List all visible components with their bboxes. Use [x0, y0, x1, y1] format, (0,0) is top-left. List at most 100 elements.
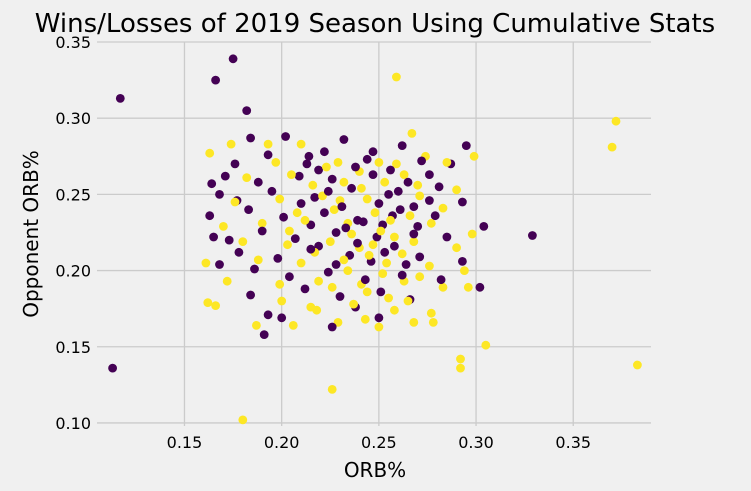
data-point-loss [250, 264, 259, 274]
data-point-loss [310, 193, 320, 202]
data-point-win [275, 279, 285, 289]
y-tick-labels: 0.10 0.15 0.20 0.25 0.30 0.35 [55, 33, 91, 433]
data-point-win [390, 305, 399, 315]
data-point-loss [386, 165, 395, 175]
data-point-win [347, 229, 356, 239]
data-point-win [426, 218, 436, 228]
data-point-loss [108, 363, 117, 373]
data-point-loss [300, 284, 310, 294]
data-point-win [257, 218, 267, 228]
data-point-win [397, 249, 407, 259]
data-point-win [364, 250, 374, 260]
data-point-win [392, 159, 401, 169]
data-point-win [438, 282, 448, 292]
data-point-loss [215, 260, 224, 269]
data-point-loss [395, 205, 405, 215]
data-point-loss [115, 94, 125, 103]
data-point-win [327, 282, 337, 292]
data-point-loss [425, 170, 434, 180]
chart-title: Wins/Losses of 2019 Season Using Cumulat… [35, 9, 715, 39]
data-point-loss [374, 199, 384, 208]
data-point-win [380, 177, 390, 187]
data-point-win [425, 261, 434, 271]
x-tick-labels: 0.15 0.20 0.25 0.30 0.35 [167, 433, 591, 452]
data-point-loss [279, 212, 288, 222]
data-point-loss [390, 241, 399, 251]
data-point-win [329, 205, 339, 215]
data-point-loss [267, 186, 277, 196]
data-point-win [205, 148, 215, 158]
data-point-win [428, 318, 438, 327]
data-point-loss [323, 267, 333, 277]
data-point-loss [263, 310, 273, 320]
data-point-win [362, 194, 372, 204]
data-point-win [378, 269, 388, 278]
data-point-win [360, 314, 370, 324]
data-point-win [390, 232, 399, 242]
data-point-win [463, 282, 473, 292]
data-point-loss [211, 75, 221, 85]
data-point-win [222, 276, 232, 286]
x-tick-label: 0.30 [458, 433, 494, 452]
data-point-loss [461, 141, 471, 151]
data-point-loss [397, 141, 407, 151]
data-point-loss [353, 238, 362, 248]
data-point-win [226, 139, 236, 149]
data-point-loss [335, 292, 345, 301]
data-point-win [314, 276, 323, 286]
data-point-loss [323, 186, 333, 196]
data-point-win [238, 415, 248, 425]
data-point-win [415, 272, 425, 282]
data-point-win [203, 298, 213, 307]
data-point-win [456, 363, 465, 373]
data-point-loss [205, 211, 215, 221]
data-point-win [339, 177, 349, 187]
data-point-win [460, 266, 469, 275]
y-tick-label: 0.25 [55, 185, 91, 204]
data-point-loss [413, 222, 423, 231]
data-point-loss [242, 106, 252, 115]
x-tick-label: 0.20 [264, 433, 300, 452]
data-point-loss [337, 202, 347, 212]
data-point-loss [360, 275, 370, 285]
data-point-loss [430, 211, 440, 221]
data-point-loss [215, 190, 224, 199]
data-point-win [409, 318, 419, 327]
data-point-loss [331, 228, 341, 237]
y-axis-title: Opponent ORB% [19, 150, 43, 318]
data-point-win [370, 208, 380, 218]
data-point-loss [253, 177, 263, 187]
data-point-win [469, 151, 479, 161]
data-point-loss [246, 133, 256, 143]
data-point-win [413, 180, 423, 190]
data-point-win [611, 116, 621, 126]
data-point-loss [528, 231, 537, 240]
data-point-win [253, 255, 263, 265]
data-point-loss [228, 54, 238, 64]
data-point-win [242, 173, 252, 183]
data-point-win [343, 266, 353, 275]
data-point-win [201, 258, 211, 268]
x-tick-label: 0.15 [167, 433, 203, 452]
data-point-win [407, 129, 417, 138]
data-point-win [426, 308, 436, 318]
data-point-loss [376, 287, 386, 297]
data-point-loss [207, 179, 217, 189]
data-point-win [230, 197, 240, 207]
data-point-win [438, 203, 448, 213]
data-point-loss [397, 270, 407, 280]
data-point-loss [374, 313, 384, 323]
data-point-loss [259, 330, 269, 339]
data-point-win [263, 139, 273, 149]
data-point-loss [384, 190, 393, 199]
data-point-loss [339, 135, 349, 144]
data-point-loss [246, 290, 256, 300]
data-point-loss [475, 282, 485, 292]
data-point-win [607, 142, 617, 152]
data-point-win [481, 340, 491, 350]
data-point-win [292, 208, 302, 218]
data-point-loss [304, 151, 314, 161]
data-point-win [275, 194, 285, 204]
data-point-win [211, 301, 221, 310]
data-point-win [296, 258, 306, 268]
